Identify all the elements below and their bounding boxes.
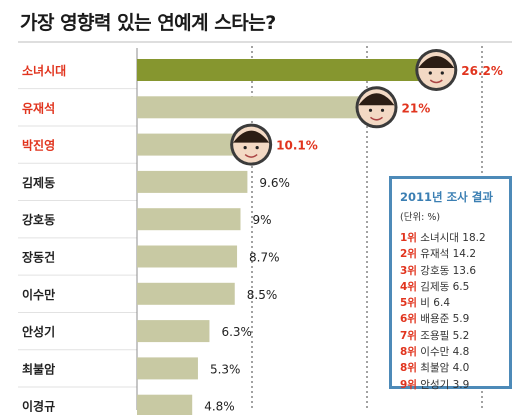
avatar-mouth — [244, 154, 258, 158]
bar — [137, 208, 241, 231]
panel-rank: 3위 — [400, 264, 417, 277]
bar — [137, 170, 248, 193]
value-label: 9% — [253, 213, 272, 227]
panel-rank: 4위 — [400, 280, 417, 293]
value-label: 6.3% — [221, 325, 252, 339]
avatar-mouth — [370, 116, 383, 121]
panel-entry: 이수만 4.8 — [416, 346, 470, 359]
panel-list-item: 9위 안성기 3.9 — [400, 377, 509, 393]
avatar-hair — [418, 56, 455, 68]
panel-entry: 배용준 5.9 — [416, 313, 470, 326]
bar — [137, 245, 238, 268]
panel-rank: 6위 — [400, 313, 417, 326]
avatar-eye — [380, 108, 385, 112]
panel-rank: 7위 — [400, 329, 417, 342]
panel-list-item: 8위 이수만 4.8 — [400, 344, 509, 360]
panel-unit: (단위: %) — [400, 212, 441, 223]
girls-group-photo-icon — [415, 49, 458, 91]
panel-list-item: 2위 유재석 14.2 — [400, 246, 509, 262]
bar — [137, 282, 235, 305]
panel-entry: 강호동 13.6 — [416, 264, 477, 277]
panel-list: 1위 소녀시대 18.2 2위 유재석 14.2 3위 강호동 13.6 4위 김제동… — [400, 230, 509, 393]
avatar-mouth — [429, 79, 443, 84]
panel-entry: 안성기 3.9 — [416, 378, 470, 391]
avatar-eye — [243, 146, 247, 150]
bar — [137, 133, 254, 156]
value-label: 5.3% — [210, 362, 241, 376]
value-label: 26.2% — [461, 64, 503, 78]
panel-list-item: 1위 소녀시대 18.2 — [400, 230, 509, 246]
avatar-eye — [255, 146, 259, 150]
category-label: 이수만 — [22, 287, 55, 302]
avatar-hair — [233, 130, 270, 143]
yoo-jae-suk-photo-icon — [355, 86, 398, 129]
panel-list-item: 5위 비 6.4 — [400, 295, 509, 311]
panel-list-item: 6위 배용준 5.9 — [400, 311, 509, 327]
bar — [137, 59, 439, 81]
survey-2011-panel: 2011년 조사 결과 (단위: %) 1위 소녀시대 18.2 2위 유재석 1… — [389, 176, 512, 391]
avatar-eye — [428, 71, 432, 75]
value-label: 8.7% — [249, 251, 279, 265]
category-label: 안성기 — [22, 324, 55, 339]
chart-title: 가장 영향력 있는 연예계 스타는? — [20, 12, 276, 34]
panel-rank: 8위 — [400, 362, 417, 375]
panel-entry: 조용필 5.2 — [416, 329, 470, 342]
bar — [137, 96, 379, 119]
category-label: 강호동 — [22, 213, 55, 227]
category-label: 박진영 — [22, 138, 55, 153]
panel-rank: 5위 — [400, 297, 417, 310]
panel-entry: 비 6.4 — [416, 297, 451, 310]
category-label: 장동건 — [22, 250, 55, 265]
bar — [137, 394, 193, 415]
value-label: 8.5% — [247, 288, 278, 302]
value-label: 21% — [402, 101, 431, 115]
value-label: 4.8% — [204, 400, 235, 414]
panel-entry: 최불암 4.0 — [416, 362, 470, 375]
category-label: 김제동 — [22, 175, 55, 190]
panel-entry: 유재석 14.2 — [416, 248, 477, 261]
panel-title: 2011년 조사 결과 — [400, 190, 493, 204]
park-jin-young-photo-icon — [230, 123, 273, 166]
panel-rank: 1위 — [400, 232, 417, 244]
survey-2011-panel-body: 2011년 조사 결과 (단위: %) 1위 소녀시대 18.2 2위 유재석 1… — [392, 179, 509, 391]
panel-entry: 소녀시대 18.2 — [416, 232, 486, 244]
panel-rank: 2위 — [400, 248, 417, 261]
avatar-eye — [368, 108, 373, 112]
bar — [137, 320, 210, 343]
panel-list-item: 7위 조용필 5.2 — [400, 328, 509, 344]
category-label: 유재석 — [22, 101, 55, 115]
value-label: 9.6% — [259, 176, 290, 190]
category-label: 이경규 — [22, 399, 55, 414]
value-label: 10.1% — [276, 139, 318, 153]
avatar-hair — [358, 93, 395, 106]
panel-list-item: 4위 김제동 6.5 — [400, 279, 509, 295]
category-label: 소녀시대 — [22, 63, 66, 78]
category-label: 최불암 — [22, 361, 55, 376]
panel-entry: 김제동 6.5 — [416, 280, 470, 293]
panel-rank: 9위 — [400, 378, 417, 391]
panel-list-item: 3위 강호동 13.6 — [400, 263, 509, 279]
panel-rank: 8위 — [400, 346, 417, 359]
panel-list-item: 8위 최불암 4.0 — [400, 360, 509, 376]
avatar-eye — [440, 71, 444, 75]
bar — [137, 357, 198, 380]
